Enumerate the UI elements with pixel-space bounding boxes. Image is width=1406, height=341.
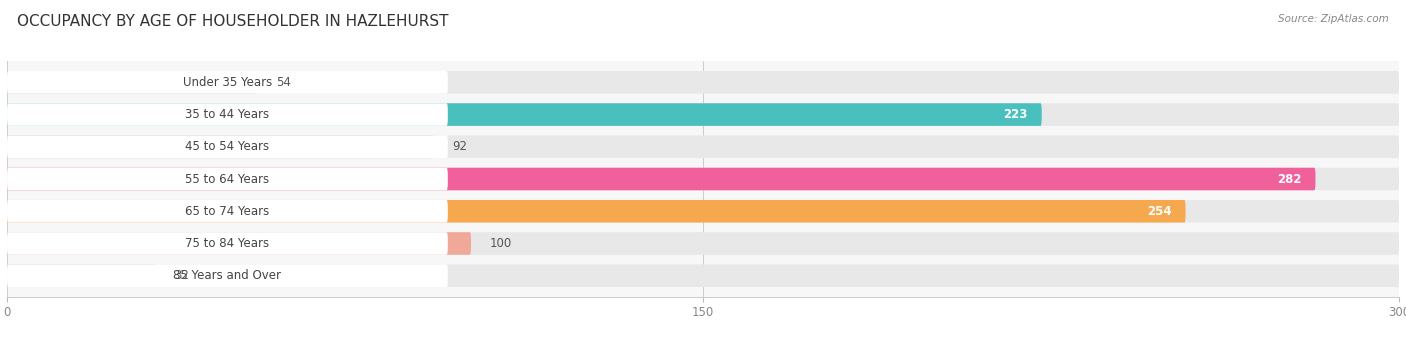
FancyBboxPatch shape <box>7 135 1399 158</box>
Text: 92: 92 <box>453 140 467 153</box>
FancyBboxPatch shape <box>7 200 1399 223</box>
Text: 254: 254 <box>1147 205 1171 218</box>
FancyBboxPatch shape <box>7 103 1042 126</box>
FancyBboxPatch shape <box>7 264 447 287</box>
FancyBboxPatch shape <box>7 103 1399 126</box>
FancyBboxPatch shape <box>7 135 447 158</box>
FancyBboxPatch shape <box>7 71 1399 94</box>
FancyBboxPatch shape <box>7 168 1316 190</box>
FancyBboxPatch shape <box>7 135 434 158</box>
FancyBboxPatch shape <box>7 71 257 94</box>
Text: 85 Years and Over: 85 Years and Over <box>173 269 281 282</box>
FancyBboxPatch shape <box>7 200 1185 223</box>
Text: 45 to 54 Years: 45 to 54 Years <box>186 140 270 153</box>
Text: Under 35 Years: Under 35 Years <box>183 76 271 89</box>
Text: OCCUPANCY BY AGE OF HOUSEHOLDER IN HAZLEHURST: OCCUPANCY BY AGE OF HOUSEHOLDER IN HAZLE… <box>17 14 449 29</box>
FancyBboxPatch shape <box>7 71 447 94</box>
Text: 35 to 44 Years: 35 to 44 Years <box>186 108 270 121</box>
FancyBboxPatch shape <box>7 264 1399 287</box>
FancyBboxPatch shape <box>7 264 156 287</box>
Text: 65 to 74 Years: 65 to 74 Years <box>186 205 270 218</box>
Text: 75 to 84 Years: 75 to 84 Years <box>186 237 270 250</box>
Text: 282: 282 <box>1277 173 1302 186</box>
Text: 32: 32 <box>174 269 188 282</box>
Text: 55 to 64 Years: 55 to 64 Years <box>186 173 270 186</box>
FancyBboxPatch shape <box>7 168 447 190</box>
Text: Source: ZipAtlas.com: Source: ZipAtlas.com <box>1278 14 1389 24</box>
FancyBboxPatch shape <box>7 168 1399 190</box>
FancyBboxPatch shape <box>7 103 447 126</box>
Text: 54: 54 <box>276 76 291 89</box>
Text: 100: 100 <box>489 237 512 250</box>
FancyBboxPatch shape <box>7 232 447 255</box>
FancyBboxPatch shape <box>7 232 471 255</box>
FancyBboxPatch shape <box>7 200 447 223</box>
FancyBboxPatch shape <box>7 232 1399 255</box>
Text: 223: 223 <box>1004 108 1028 121</box>
